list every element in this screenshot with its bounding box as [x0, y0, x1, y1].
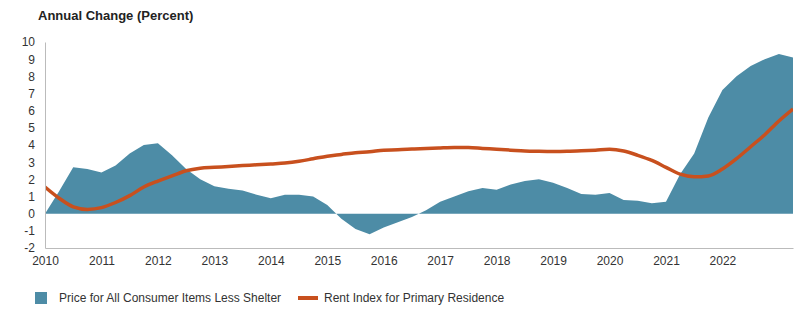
legend-swatch [298, 296, 318, 300]
x-tick: 2022 [710, 248, 737, 268]
x-tick: 2016 [371, 248, 398, 268]
x-tick: 2017 [427, 248, 454, 268]
x-tick-label: 2022 [710, 254, 737, 268]
x-tick: 2021 [653, 248, 680, 268]
plot-area [45, 54, 793, 234]
y-tick: 5 [28, 121, 45, 135]
y-tick-label: 3 [28, 156, 35, 170]
y-tick: 4 [28, 138, 45, 152]
y-tick: 8 [28, 70, 45, 84]
x-tick: 2010 [32, 248, 59, 268]
legend-label: Price for All Consumer Items Less Shelte… [59, 291, 281, 305]
x-tick-label: 2018 [484, 254, 511, 268]
x-axis: 2010 2011 2012 2013 2014 2015 2016 2017 2018 2019… [32, 248, 793, 268]
y-tick-label: 2 [28, 173, 35, 187]
legend-item: Rent Index for Primary Residence [298, 291, 504, 305]
y-tick: 7 [28, 87, 45, 101]
x-tick-label: 2014 [258, 254, 285, 268]
x-tick-label: 2021 [653, 254, 680, 268]
chart: Annual Change (Percent)-2-10123456789102… [0, 0, 800, 322]
x-tick: 2018 [484, 248, 511, 268]
y-tick: 2 [28, 173, 45, 187]
y-axis-line [45, 43, 46, 249]
x-tick: 2012 [145, 248, 172, 268]
title: Annual Change (Percent) [38, 8, 193, 23]
y-tick-label: 8 [28, 70, 35, 84]
y-tick: 10 [22, 35, 45, 49]
y-tick: -1 [24, 224, 45, 238]
x-tick-label: 2015 [314, 254, 341, 268]
y-tick-label: 6 [28, 104, 35, 118]
x-tick: 2020 [597, 248, 624, 268]
x-tick-label: 2020 [597, 254, 624, 268]
x-tick-label: 2011 [89, 254, 115, 268]
y-tick-label: 1 [28, 190, 35, 204]
legend-label: Rent Index for Primary Residence [324, 291, 504, 305]
x-tick-label: 2016 [371, 254, 398, 268]
y-tick: 9 [28, 53, 45, 67]
x-tick: 2019 [540, 248, 567, 268]
y-tick: 1 [28, 190, 45, 204]
x-tick-label: 2017 [427, 254, 454, 268]
y-tick-label: 0 [28, 207, 35, 221]
y-tick-label: 9 [28, 53, 35, 67]
x-tick-label: 2010 [32, 254, 59, 268]
x-tick: 2014 [258, 248, 285, 268]
x-tick-label: 2012 [145, 254, 172, 268]
area [45, 54, 793, 234]
x-tick-label: 2013 [202, 254, 229, 268]
y-tick-label: 4 [28, 138, 35, 152]
line [45, 109, 793, 209]
y-axis: -2-1012345678910 [22, 35, 46, 255]
x-tick: 2013 [202, 248, 229, 268]
y-tick: 6 [28, 104, 45, 118]
x-tick-label: 2019 [540, 254, 567, 268]
y-tick-label: 5 [28, 121, 35, 135]
y-tick: 0 [28, 207, 45, 221]
legend: Price for All Consumer Items Less Shelte… [35, 291, 504, 305]
y-tick: 3 [28, 156, 45, 170]
y-tick-label: 7 [28, 87, 35, 101]
x-tick: 2011 [89, 248, 115, 268]
legend-item: Price for All Consumer Items Less Shelte… [35, 291, 281, 305]
legend-swatch [35, 292, 47, 304]
y-tick-label: 10 [22, 35, 36, 49]
x-axis-line [46, 248, 794, 249]
y-tick-label: -1 [24, 224, 35, 238]
x-tick: 2015 [314, 248, 341, 268]
